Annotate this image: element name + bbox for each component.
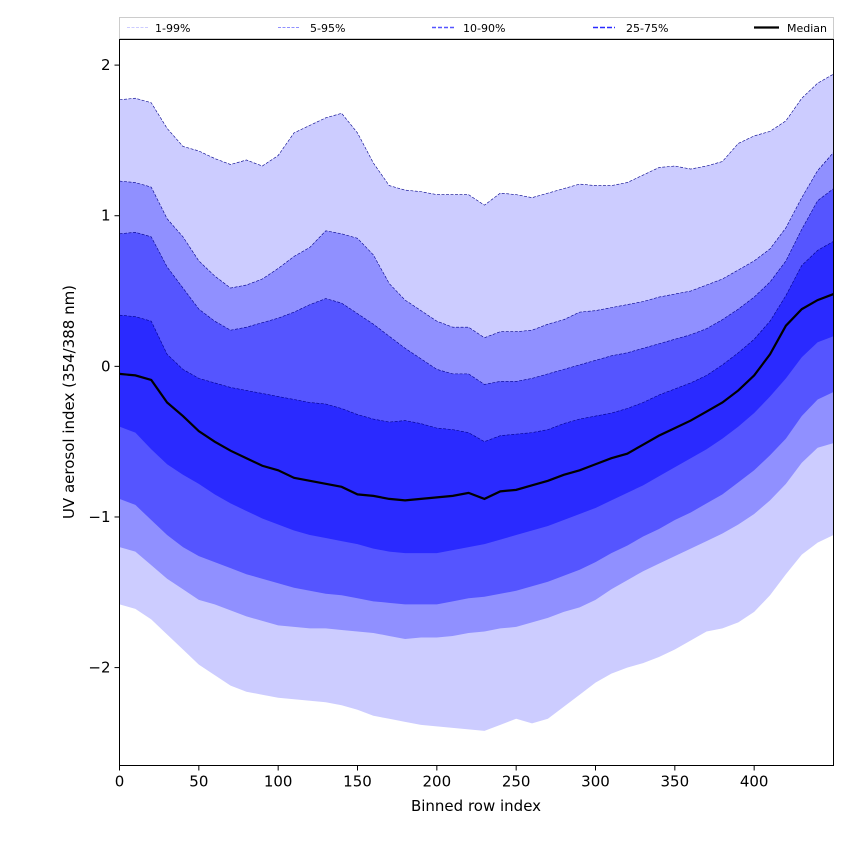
legend-frame bbox=[119, 17, 834, 39]
legend-label: 1-99% bbox=[155, 22, 190, 35]
band-25-75-upper-edge bbox=[119, 241, 834, 442]
x-tick-label: 150 bbox=[343, 773, 372, 791]
x-axis-label: Binned row index bbox=[411, 797, 541, 815]
plot-area bbox=[119, 73, 834, 731]
band-25-75 bbox=[119, 241, 834, 554]
x-axis: 0 50 100 150 200 250 300 350 400 bbox=[115, 765, 769, 791]
legend-label: 25-75% bbox=[626, 22, 668, 35]
x-tick-label: 100 bbox=[264, 773, 293, 791]
axes-frame bbox=[119, 39, 834, 766]
legend: 1-99% 5-95% 10-90% 25-75% Median bbox=[119, 17, 834, 39]
median-line bbox=[119, 293, 834, 502]
x-tick-label: 250 bbox=[502, 773, 531, 791]
x-tick-label: 400 bbox=[740, 773, 769, 791]
y-axis: 2 1 0 −1 −2 bbox=[88, 56, 120, 677]
legend-label: Median bbox=[787, 22, 827, 35]
band-5-95-upper-edge bbox=[119, 152, 834, 339]
x-tick-label: 300 bbox=[581, 773, 610, 791]
legend-label: 5-95% bbox=[310, 22, 345, 35]
legend-label: 10-90% bbox=[463, 22, 505, 35]
y-tick-label: 2 bbox=[101, 56, 111, 74]
y-tick-label: 0 bbox=[101, 357, 111, 375]
y-tick-label: −2 bbox=[88, 659, 110, 677]
band-10-90-upper-edge bbox=[119, 188, 834, 385]
x-tick-label: 0 bbox=[115, 773, 125, 791]
y-tick-label: −1 bbox=[88, 508, 110, 526]
y-tick-label: 1 bbox=[101, 207, 111, 225]
x-tick-label: 50 bbox=[189, 773, 208, 791]
y-axis-label: UV aerosol index (354/388 nm) bbox=[60, 285, 78, 519]
x-tick-label: 200 bbox=[423, 773, 452, 791]
band-1-99-upper-edge bbox=[119, 73, 834, 206]
x-tick-label: 350 bbox=[661, 773, 690, 791]
